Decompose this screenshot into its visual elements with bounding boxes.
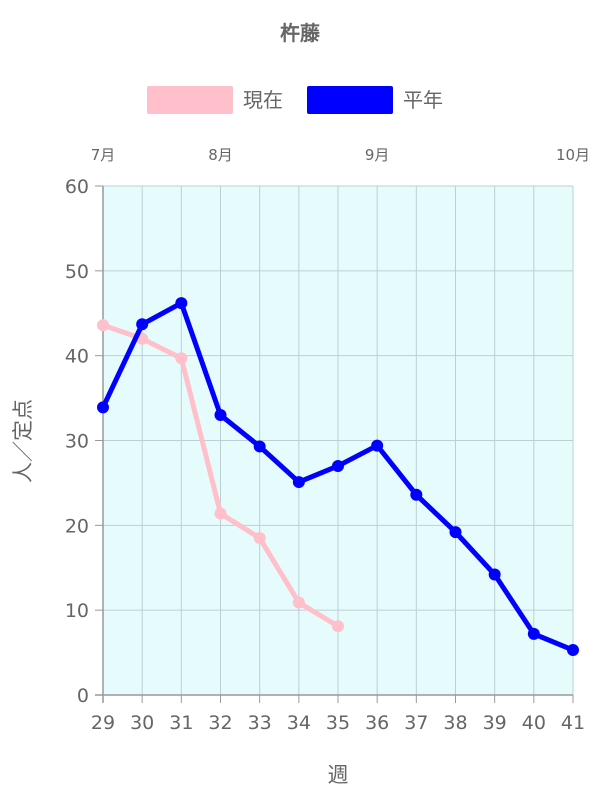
series-point-1 xyxy=(488,568,501,581)
x-tick-label: 31 xyxy=(169,712,193,734)
y-axis-ticks: 0 10 20 30 40 50 60 xyxy=(65,176,89,707)
month-label: 10月 xyxy=(556,146,590,164)
month-label: 8月 xyxy=(208,146,233,164)
series-point-1 xyxy=(410,488,423,501)
series-point-1 xyxy=(136,318,149,331)
y-axis-title: 人／定点 xyxy=(11,399,35,483)
month-label: 7月 xyxy=(91,146,116,164)
series-point-0 xyxy=(253,532,266,545)
series-point-1 xyxy=(567,644,579,657)
x-tick-label: 32 xyxy=(208,712,232,734)
series-point-0 xyxy=(332,620,344,633)
series-point-1 xyxy=(175,297,188,310)
y-tick-label: 10 xyxy=(65,600,89,622)
x-tick-label: 33 xyxy=(248,712,272,734)
x-axis-ticks: 29 30 31 32 33 34 35 36 37 38 39 40 41 xyxy=(91,712,585,734)
series-point-1 xyxy=(332,459,344,472)
chart-title: 杵藤 xyxy=(280,21,321,45)
grid xyxy=(103,185,574,695)
y-tick-label: 20 xyxy=(65,515,89,537)
series-point-1 xyxy=(97,401,109,414)
x-tick-label: 36 xyxy=(365,712,389,734)
series-point-0 xyxy=(292,596,305,609)
legend-label-1: 平年 xyxy=(403,88,443,112)
series-point-1 xyxy=(214,409,227,422)
legend-label-0: 現在 xyxy=(243,88,283,112)
series-point-1 xyxy=(527,627,540,640)
x-tick-label: 34 xyxy=(287,712,311,734)
series-point-1 xyxy=(371,439,384,452)
series-point-1 xyxy=(449,526,462,539)
x-tick-label: 29 xyxy=(91,712,115,734)
legend-swatch-1 xyxy=(307,86,393,114)
x-tick-label: 39 xyxy=(483,712,507,734)
legend-swatch-0 xyxy=(147,86,233,114)
axes xyxy=(95,185,574,703)
series-point-1 xyxy=(253,440,266,453)
x-tick-label: 38 xyxy=(443,712,467,734)
x-axis-title: 週 xyxy=(328,763,349,787)
series-layer xyxy=(97,297,579,657)
y-tick-label: 0 xyxy=(77,685,89,707)
month-label: 9月 xyxy=(365,146,390,164)
x-tick-label: 30 xyxy=(130,712,154,734)
series-point-0 xyxy=(214,507,227,520)
month-axis: 7月 8月 9月 10月 xyxy=(91,146,590,164)
y-tick-label: 30 xyxy=(65,431,89,453)
y-tick-label: 60 xyxy=(65,176,89,198)
series-point-0 xyxy=(97,319,109,332)
x-tick-label: 40 xyxy=(522,712,546,734)
y-tick-label: 40 xyxy=(65,346,89,368)
x-tick-label: 41 xyxy=(561,712,585,734)
x-tick-label: 35 xyxy=(326,712,350,734)
legend[interactable]: 現在 平年 xyxy=(147,86,443,114)
series-point-1 xyxy=(292,476,305,489)
x-tick-label: 37 xyxy=(404,712,428,734)
y-tick-label: 50 xyxy=(65,261,89,283)
series-point-0 xyxy=(175,352,188,365)
